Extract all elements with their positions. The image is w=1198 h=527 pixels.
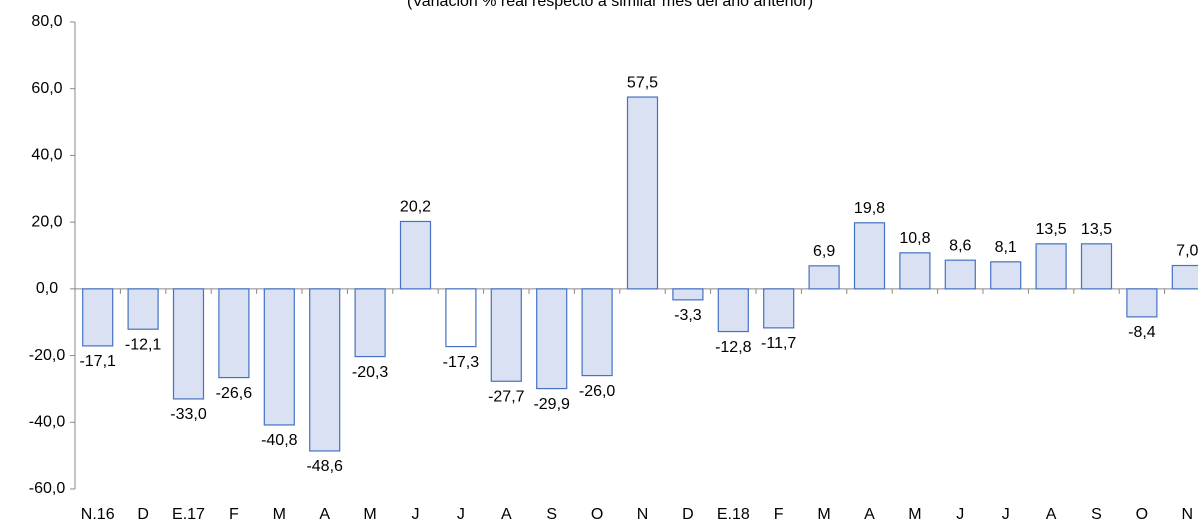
- value-label: -17,1: [79, 353, 116, 370]
- x-tick-label: M: [363, 506, 376, 523]
- x-tick-label: F: [229, 506, 239, 523]
- bar: [354, 288, 386, 358]
- value-label: 57,5: [627, 74, 658, 91]
- value-label: -17,3: [443, 354, 480, 371]
- x-tick-label: O: [591, 506, 603, 523]
- bar: [581, 288, 613, 377]
- bar: [899, 252, 931, 290]
- value-label: -12,1: [125, 336, 162, 353]
- value-label: 8,6: [949, 237, 971, 254]
- bar: [808, 265, 840, 290]
- x-tick-label: J: [1002, 506, 1010, 523]
- value-label: 10,8: [899, 230, 930, 247]
- value-label: 13,5: [1036, 221, 1067, 238]
- value-label: -27,7: [488, 388, 525, 405]
- x-tick-label: E.17: [172, 506, 205, 523]
- x-tick-label: A: [864, 506, 875, 523]
- bar: [399, 220, 432, 290]
- bar: [1035, 243, 1067, 290]
- y-tick-label: 0,0: [36, 280, 58, 297]
- x-tick-label: N.16: [81, 506, 115, 523]
- y-tick-label: -20,0: [29, 347, 66, 364]
- x-tick-label: M: [817, 506, 830, 523]
- x-tick-label: J: [956, 506, 964, 523]
- x-tick-label: F: [774, 506, 784, 523]
- y-tick-label: 80,0: [31, 13, 62, 30]
- bar: [717, 288, 749, 333]
- x-tick-label: A: [319, 506, 330, 523]
- bar: [218, 288, 250, 379]
- y-tick-label: -40,0: [29, 414, 66, 431]
- value-label: 6,9: [813, 243, 835, 260]
- x-tick-label: A: [1046, 506, 1057, 523]
- value-label: -8,4: [1128, 324, 1156, 341]
- value-label: 8,1: [995, 239, 1017, 256]
- bar: [1171, 264, 1198, 290]
- value-label: -3,3: [674, 307, 702, 324]
- x-tick-label: J: [457, 506, 465, 523]
- x-tick-label: E.18: [717, 506, 750, 523]
- x-tick-label: S: [1091, 506, 1102, 523]
- x-tick-label: M: [908, 506, 921, 523]
- bar: [490, 288, 522, 382]
- x-tick-label: D: [137, 506, 149, 523]
- bar: [990, 261, 1022, 290]
- value-label: -29,9: [533, 396, 570, 413]
- bar: [1080, 243, 1113, 290]
- x-tick-label: N: [637, 506, 649, 523]
- value-label: 20,2: [400, 199, 431, 216]
- x-tick-label: M: [273, 506, 286, 523]
- bar: [263, 288, 295, 426]
- value-label: 13,5: [1081, 221, 1112, 238]
- x-tick-label: O: [1136, 506, 1148, 523]
- bar: [127, 288, 159, 330]
- bar: [536, 288, 568, 390]
- y-tick-label: -60,0: [29, 480, 66, 497]
- value-label: 19,8: [854, 200, 885, 217]
- value-label: -26,0: [579, 383, 616, 400]
- bar: [944, 259, 976, 290]
- value-label: -48,6: [306, 458, 343, 475]
- x-tick-label: A: [501, 506, 512, 523]
- x-tick-label: J: [412, 506, 420, 523]
- value-label: -11,7: [761, 335, 796, 352]
- y-tick-label: 60,0: [31, 80, 62, 97]
- bar: [1126, 288, 1158, 318]
- x-tick-label: S: [546, 506, 557, 523]
- bar: [626, 96, 659, 290]
- x-tick-label: D: [682, 506, 694, 523]
- bar: [445, 288, 477, 348]
- value-label: 7,0: [1176, 243, 1198, 260]
- value-label: -40,8: [261, 432, 298, 449]
- y-tick-label: 40,0: [31, 147, 62, 164]
- y-tick-label: 20,0: [31, 213, 62, 230]
- bar: [309, 288, 341, 452]
- value-label: -20,3: [352, 364, 389, 381]
- chart-subtitle: (Variación % real respecto a similar mes…: [407, 0, 813, 10]
- bar: [763, 288, 795, 329]
- value-label: -12,8: [715, 339, 752, 356]
- bar: [172, 288, 205, 400]
- bar: [82, 288, 114, 347]
- bar: [853, 222, 886, 290]
- value-label: -26,6: [216, 385, 253, 402]
- value-label: -33,0: [170, 406, 207, 423]
- x-tick-label: N: [1182, 506, 1194, 523]
- bar: [672, 288, 704, 301]
